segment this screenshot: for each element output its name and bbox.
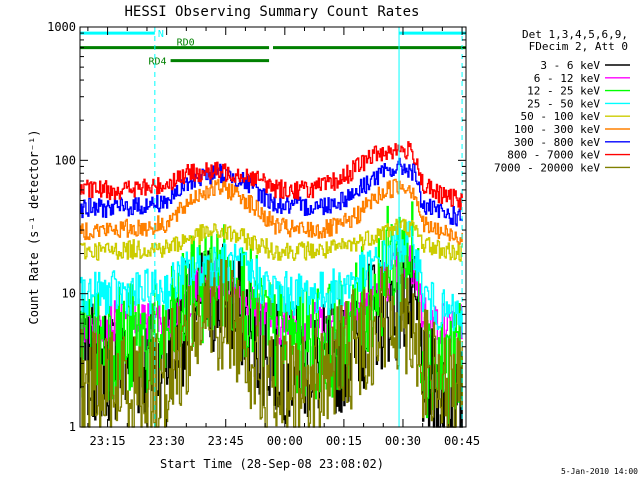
legend-header-line-1: Det 1,3,4,5,6,9,: [522, 28, 628, 41]
flag-label-rd4: RD4: [149, 57, 167, 68]
y-tick-label-1: 1: [69, 420, 76, 434]
plot-frame: [79, 26, 467, 428]
legend-label-7: 300 - 800 keV: [514, 136, 600, 149]
legend-label-4: 25 - 50 keV: [527, 97, 600, 110]
y-axis-label: Count Rate (s⁻¹ detector⁻¹): [27, 129, 41, 324]
date-stamp: 5-Jan-2010 14:00: [561, 467, 638, 476]
flag-label-rd0: RD0: [177, 38, 195, 49]
x-tick-label-2: 23:30: [149, 434, 185, 448]
x-tick-label-5: 00:15: [326, 434, 362, 448]
y-tick-label-3: 100: [54, 153, 76, 167]
x-tick-label-3: 23:45: [208, 434, 244, 448]
x-axis-label: Start Time (28-Sep-08 23:08:02): [160, 457, 384, 471]
legend-header-line-2: FDecim 2, Att 0: [529, 40, 628, 53]
legend-label-1: 3 - 6 keV: [540, 59, 600, 72]
flag-label-n: N: [158, 29, 164, 40]
chart-title: HESSI Observing Summary Count Rates: [124, 4, 419, 20]
legend-label-8: 800 - 7000 keV: [507, 149, 600, 162]
axes-group: 23:15 23:30 23:45 00:00 00:15 00:30 00:45 1 10 10…: [47, 20, 480, 448]
legend-label-9: 7000 - 20000 keV: [494, 161, 600, 174]
x-tick-label-6: 00:30: [385, 434, 421, 448]
legend-label-6: 100 - 300 keV: [514, 123, 600, 136]
y-tick-label-2: 10: [62, 287, 76, 301]
flag-group: N RD0 RD4: [80, 29, 466, 68]
y-tick-label-4: 1000: [47, 20, 76, 34]
x-tick-label-4: 00:00: [267, 434, 303, 448]
legend-label-2: 6 - 12 keV: [534, 72, 601, 85]
legend-label-3: 12 - 25 keV: [527, 85, 600, 98]
legend-label-5: 50 - 100 keV: [521, 110, 601, 123]
x-tick-label-7: 00:45: [444, 434, 480, 448]
x-tick-label-1: 23:15: [90, 434, 126, 448]
